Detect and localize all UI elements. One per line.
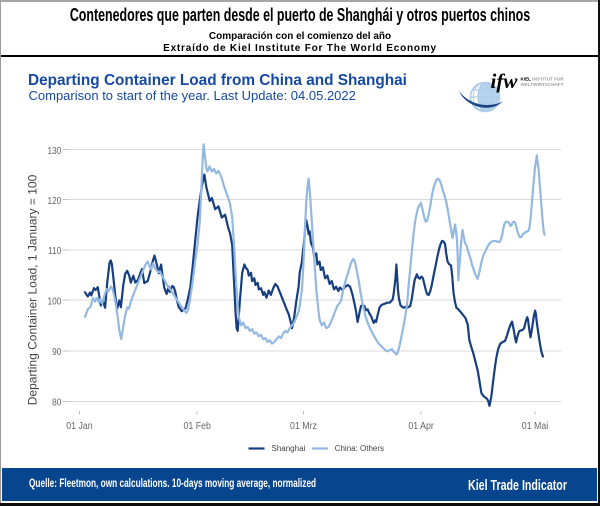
svg-text:01 Mai: 01 Mai: [522, 419, 548, 431]
svg-text:01 Mrz: 01 Mrz: [290, 419, 317, 431]
svg-text:KIEL INSTITUT FÜR: KIEL INSTITUT FÜR: [521, 75, 565, 81]
svg-text:China: Others: China: Others: [335, 444, 384, 453]
svg-text:01 Feb: 01 Feb: [184, 419, 211, 431]
svg-text:100: 100: [47, 296, 61, 307]
svg-text:01 Apr: 01 Apr: [408, 419, 433, 431]
svg-text:Shanghai: Shanghai: [272, 444, 306, 453]
svg-text:01 Jan: 01 Jan: [66, 419, 92, 431]
svg-text:ifw: ifw: [491, 69, 519, 93]
svg-text:Departing Container Load, 1 Ja: Departing Container Load, 1 January = 10…: [26, 174, 40, 405]
svg-text:120: 120: [47, 195, 61, 206]
svg-text:WELTWIRTSCHAFT: WELTWIRTSCHAFT: [521, 82, 564, 87]
svg-text:90: 90: [52, 346, 61, 357]
svg-text:130: 130: [47, 145, 61, 156]
svg-text:80: 80: [52, 397, 61, 408]
svg-text:110: 110: [48, 245, 61, 256]
